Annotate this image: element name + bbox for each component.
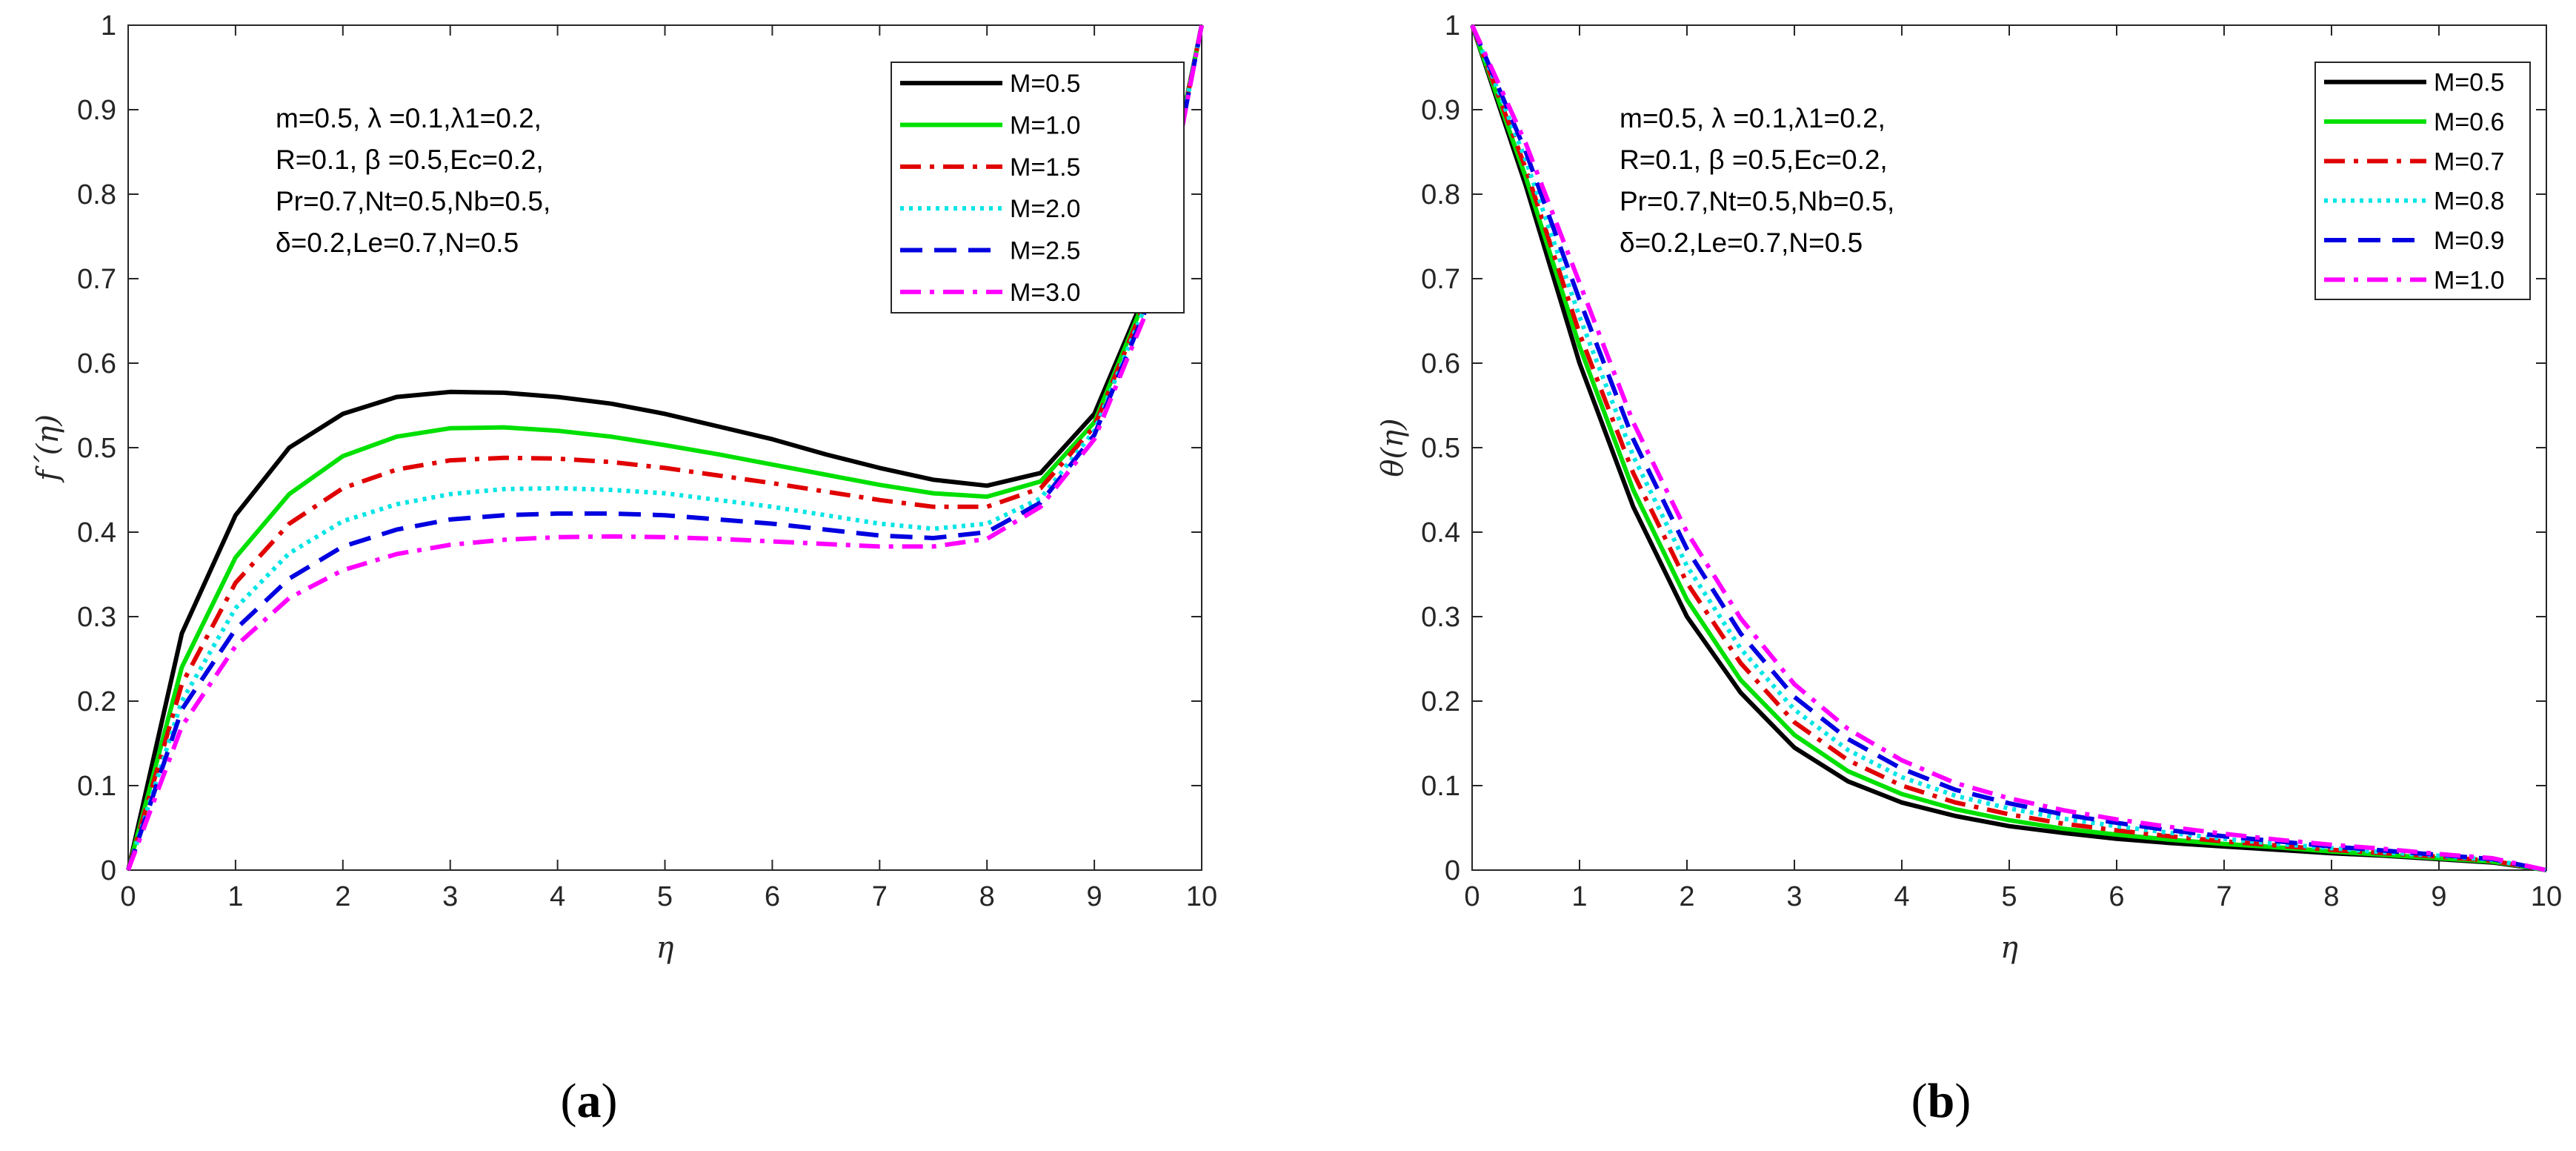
series-line-m-0-8 <box>1470 24 2547 872</box>
y-tick-label: 0.6 <box>1421 348 1460 379</box>
y-tick-label: 0.7 <box>77 264 116 295</box>
x-tick-label: 6 <box>2109 881 2124 912</box>
legend-entry-label: M=1.0 <box>1010 112 1080 140</box>
x-axis-label: η <box>2000 931 2018 965</box>
x-tick-label: 2 <box>1679 881 1694 912</box>
x-tick-label: 1 <box>227 881 243 912</box>
panel-a: 0 1 2 3 4 5 6 7 8 9 10 0 0.1 0.2 0.3 0.4 0.5 0.6 0.7 0.8 0.9… <box>31 10 1217 1128</box>
legend-entry-label: M=3.0 <box>1010 279 1080 307</box>
parameter-annotation-line: R=0.1, β =0.5,Ec=0.2, <box>1620 145 1888 175</box>
legend-entry-label: M=0.5 <box>1010 70 1080 98</box>
series-line-m-1-0 <box>126 24 1204 871</box>
y-tick-label: 1 <box>101 10 116 42</box>
y-tick-label: 0.1 <box>1421 771 1460 802</box>
legend-entry-label: M=1.5 <box>1010 153 1080 182</box>
legend-entry-label: M=0.8 <box>2434 188 2504 216</box>
y-tick-label: 0.6 <box>77 348 116 379</box>
x-tick-label: 5 <box>2001 881 2017 912</box>
panel-caption: (a) <box>561 1074 618 1128</box>
x-tick-label: 1 <box>1571 881 1587 912</box>
x-tick-label: 0 <box>120 881 136 912</box>
x-tick-label: 8 <box>2323 881 2339 912</box>
parameter-annotation-line: m=0.5, λ =0.1,λ1=0.2, <box>276 103 542 133</box>
parameter-annotation-line: R=0.1, β =0.5,Ec=0.2, <box>276 145 544 175</box>
x-tick-label: 0 <box>1464 881 1480 912</box>
y-tick-label: 0.8 <box>77 179 116 210</box>
y-tick-label: 0.3 <box>77 602 116 633</box>
x-tick-label: 3 <box>442 881 458 912</box>
parameter-annotation-line: δ=0.2,Le=0.7,N=0.5 <box>1620 228 1863 258</box>
legend <box>891 62 1185 314</box>
y-tick-label: 0.7 <box>1421 264 1460 295</box>
x-tick-label: 7 <box>872 881 888 912</box>
x-tick-label: 2 <box>335 881 350 912</box>
y-tick-label: 0.2 <box>77 686 116 717</box>
x-tick-label: 9 <box>2431 881 2446 912</box>
y-axis-label: f´(η) <box>31 414 65 483</box>
x-tick-label: 6 <box>765 881 780 912</box>
y-tick-label: 0.2 <box>1421 686 1460 717</box>
parameter-annotation-line: δ=0.2,Le=0.7,N=0.5 <box>276 228 519 258</box>
parameter-annotation-line: m=0.5, λ =0.1,λ1=0.2, <box>1620 103 1886 133</box>
x-tick-label: 4 <box>550 881 565 912</box>
legend-entry-label: M=0.9 <box>2434 227 2504 255</box>
y-tick-label: 0.4 <box>77 517 116 548</box>
x-tick-label: 3 <box>1786 881 1802 912</box>
legend-entry-label: M=2.5 <box>1010 237 1080 265</box>
panel-b: 0 1 2 3 4 5 6 7 8 9 10 0 0.1 0.2 0.3 0.4 0.5 0.6 0.7 0.8 0.9… <box>1376 10 2562 1128</box>
y-tick-label: 0.9 <box>1421 95 1460 126</box>
series-line-m-0-6 <box>1470 24 2547 872</box>
parameter-annotation-line: Pr=0.7,Nt=0.5,Nb=0.5, <box>276 186 550 216</box>
x-tick-label: 10 <box>1186 881 1217 912</box>
series-line-m-1-5 <box>126 24 1204 871</box>
series-line-m-0-5 <box>126 24 1204 871</box>
panel-caption: (b) <box>1911 1074 1971 1128</box>
x-tick-label: 9 <box>1087 881 1102 912</box>
legend-entry-label: M=0.7 <box>2434 147 2504 176</box>
x-tick-label: 8 <box>979 881 995 912</box>
series-line-m-2-0 <box>126 24 1204 871</box>
y-tick-label: 0.9 <box>77 95 116 126</box>
legend-entry-label: M=0.5 <box>2434 69 2504 97</box>
legend-entry-label: M=0.6 <box>2434 108 2504 136</box>
y-tick-label: 0.8 <box>1421 179 1460 210</box>
y-tick-label: 1 <box>1445 10 1460 42</box>
x-tick-label: 4 <box>1894 881 1909 912</box>
legend-entry-label: M=2.0 <box>1010 195 1080 223</box>
x-axis-label: η <box>656 931 674 965</box>
y-tick-label: 0.1 <box>77 771 116 802</box>
y-tick-label: 0 <box>1445 855 1460 886</box>
series-line-m-0-9 <box>1470 24 2547 872</box>
series-line-m-0-7 <box>1470 24 2547 872</box>
x-tick-label: 5 <box>657 881 673 912</box>
y-tick-label: 0.3 <box>1421 602 1460 633</box>
parameter-annotation-line: Pr=0.7,Nt=0.5,Nb=0.5, <box>1620 186 1894 216</box>
y-tick-label: 0.4 <box>1421 517 1460 548</box>
x-tick-label: 10 <box>2531 881 2562 912</box>
y-tick-label: 0.5 <box>1421 433 1460 464</box>
y-tick-label: 0.5 <box>77 433 116 464</box>
series-line-m-3-0 <box>126 24 1204 872</box>
series-line-m-1-0 <box>1470 24 2547 872</box>
y-tick-label: 0 <box>101 855 116 886</box>
x-tick-label: 7 <box>2216 881 2231 912</box>
y-axis-label: θ(η) <box>1376 418 1410 477</box>
legend-entry-label: M=1.0 <box>2434 266 2504 294</box>
series-line-m-2-5 <box>126 24 1204 871</box>
legend <box>2314 62 2531 300</box>
